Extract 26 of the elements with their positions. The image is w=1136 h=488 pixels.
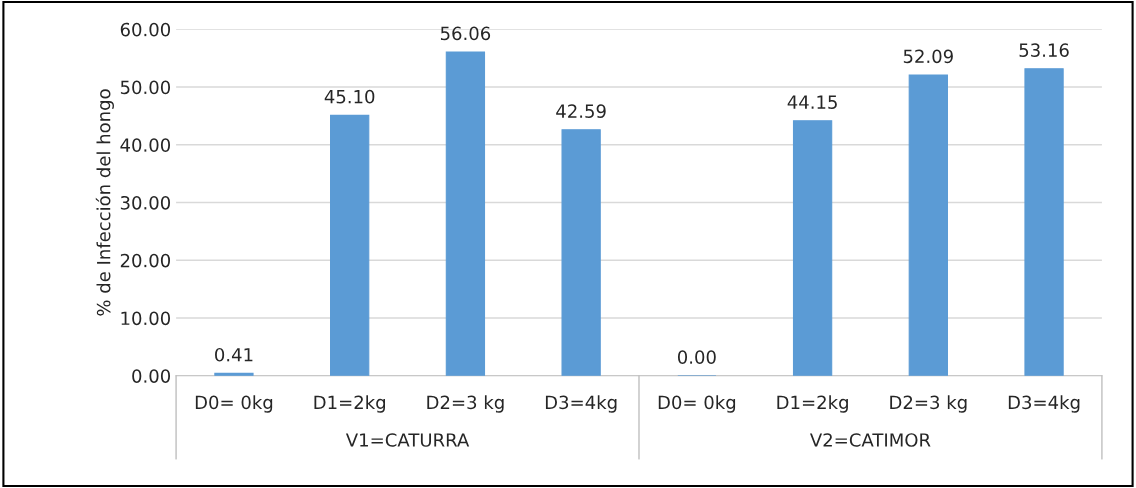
y-tick-label: 0.00 — [132, 369, 171, 383]
data-label: 53.16 — [1019, 43, 1069, 57]
data-label: 0.41 — [215, 347, 253, 362]
y-tick-label: 50.00 — [120, 80, 171, 95]
data-label: 0.00 — [677, 350, 716, 364]
y-tick-label: 40.00 — [120, 138, 171, 152]
x-tick-label: D1=2kg — [314, 395, 385, 413]
x-tick-label: D3=4kg — [1008, 395, 1080, 413]
x-tick-label: D0= 0kg — [195, 395, 273, 413]
data-label: 42.59 — [556, 104, 606, 118]
y-tick-label: 60.00 — [120, 22, 171, 37]
text: V1=CATURRA — [345, 433, 470, 447]
y-axis-title: % de Infección del hongo — [95, 89, 114, 316]
y-tick-label: 30.00 — [120, 195, 171, 210]
x-tick-label: D3=4kg — [545, 395, 617, 413]
text: V2=CATIMOR — [809, 433, 931, 447]
data-label: 56.06 — [440, 26, 491, 41]
y-tick-label: 20.00 — [120, 253, 171, 268]
x-tick-label: D2=3 kg — [890, 395, 967, 413]
data-label: 44.15 — [787, 95, 837, 109]
data-label: 45.10 — [324, 89, 375, 104]
data-label: 52.09 — [903, 49, 953, 64]
x-tick-label: D0= 0kg — [658, 395, 736, 413]
y-tick-label: 10.00 — [121, 311, 171, 326]
x-tick-label: D2=3 kg — [427, 395, 504, 413]
x-tick-label: D1=2kg — [777, 395, 848, 413]
